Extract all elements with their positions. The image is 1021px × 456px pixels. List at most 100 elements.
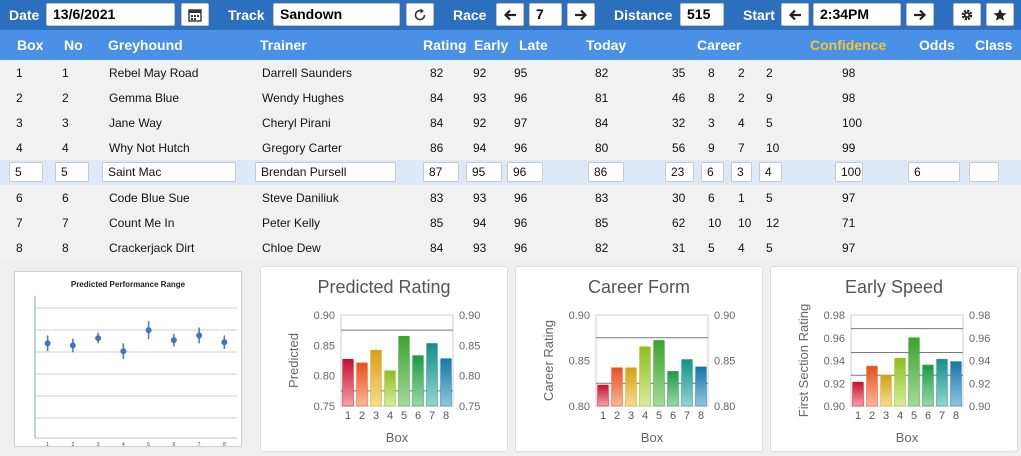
confidence-cell[interactable]: 100 [835,162,863,182]
x-tick-label: 2 [359,410,365,422]
table-row[interactable]: 8 8 Crackerjack Dirt Chloe Dew 84 93 96 82 31 5 4 5… [0,235,1021,260]
box-cell: 1 [16,66,23,80]
early-speed-plot: 0.90 0.90 0.92 0.92 0.94 0.94 0.96 0.96 0.98 0.98… [796,304,990,445]
greyhound-cell: Code Blue Sue [109,191,190,205]
career-wins-cell: 8 [708,91,715,105]
rating-cell: 84 [430,116,444,130]
race-field[interactable]: 7 [529,3,562,26]
col-career[interactable]: Career [697,37,742,53]
x-tick-label: 2 [869,410,875,422]
career-thirds-cell: 5 [766,191,773,205]
no-cell: 3 [62,116,69,130]
trainer-cell: Cheryl Pirani [262,116,331,130]
career-form-plot: 0.80 0.80 0.85 0.85 0.90 0.90 1 2 3 4 5 6 7 8 Box Caree… [541,310,735,445]
start-label: Start [743,7,775,23]
greyhound-cell[interactable]: Saint Mac [102,162,236,182]
y-tick-label: 0.80 [314,371,335,383]
today-cell[interactable]: 86 [588,162,624,182]
col-trainer[interactable]: Trainer [260,37,307,53]
x-tick-label: 7 [198,442,201,448]
late-cell[interactable]: 96 [507,162,543,182]
trainer-cell: Peter Kelly [262,216,321,230]
settings-button[interactable] [953,3,981,26]
date-field[interactable]: 13/6/2021 [46,3,175,26]
data-point [170,337,177,344]
odds-cell[interactable]: 6 [908,162,960,182]
start-time-field[interactable]: 2:34PM [813,3,901,26]
table-row[interactable]: 1 1 Rebel May Road Darrell Saunders 82 92 95 82… [0,60,1021,85]
chart-title: Predicted Rating [317,277,451,297]
runners-table: 1 1 Rebel May Road Darrell Saunders 82 92 95 82… [0,60,1021,260]
race-prev-button[interactable] [496,3,524,26]
table-row[interactable]: 6 6 Code Blue Sue Steve Daniliuk 83 93 96 83 30 6… [0,185,1021,210]
col-class[interactable]: Class [975,37,1013,53]
y-axis-label: Career Rating [541,320,556,401]
start-next-button[interactable] [906,3,934,26]
x-tick-label: 4 [387,410,393,422]
col-rating[interactable]: Rating [423,37,467,53]
col-odds[interactable]: Odds [919,37,955,53]
career-wins-cell[interactable]: 6 [701,162,724,182]
y-tick-label-right: 0.80 [459,371,480,383]
table-header: Box No Greyhound Trainer Rating Early La… [0,30,1021,60]
table-row[interactable]: 3 3 Jane Way Cheryl Pirani 84 92 97 84 32 3 4 5 100 [0,110,1021,135]
career-starts-cell[interactable]: 23 [665,162,694,182]
col-box[interactable]: Box [17,37,44,53]
race-next-button[interactable] [567,3,595,26]
col-confidence[interactable]: Confidence [810,37,887,53]
table-row[interactable]: 4 4 Why Not Hutch Gregory Carter 86 94 96 80 56 9… [0,135,1021,160]
race-label: Race [453,7,487,23]
box-cell: 7 [16,216,23,230]
table-row[interactable]: 7 7 Count Me In Peter Kelly 85 94 96 85 62 10 10 12… [0,210,1021,235]
table-row[interactable]: 2 2 Gemma Blue Wendy Hughes 84 93 96 81 46 8 2 9 98 [0,85,1021,110]
early-cell: 94 [473,216,487,230]
x-tick-label: 7 [939,410,945,422]
bar [681,359,693,407]
confidence-cell: 100 [842,116,863,130]
y-tick-label-right: 0.96 [969,333,990,345]
career-seconds-cell: 7 [738,141,745,155]
refresh-button[interactable] [406,3,434,26]
today-cell: 85 [595,216,609,230]
start-prev-button[interactable] [781,3,809,26]
rating-cell[interactable]: 87 [423,162,459,182]
career-thirds-cell[interactable]: 4 [759,162,782,182]
career-seconds-cell[interactable]: 3 [731,162,752,182]
trainer-cell[interactable]: Brendan Pursell [255,162,396,182]
col-greyhound[interactable]: Greyhound [108,37,183,53]
plot-frame [595,314,709,407]
col-no[interactable]: No [64,37,83,53]
track-field[interactable]: Sandown [273,3,400,26]
career-wins-cell: 3 [708,116,715,130]
favourite-button[interactable] [986,3,1014,26]
trainer-cell: Gregory Carter [262,141,343,155]
data-point [69,342,76,349]
trainer-cell: Steve Daniliuk [262,191,339,205]
class-cell[interactable] [969,162,999,182]
no-cell: 1 [62,66,69,80]
col-today[interactable]: Today [586,37,627,53]
table-row[interactable]: 5 5 Saint Mac Brendan Pursell 87 95 96 86 23 6 3 4 1… [0,160,1021,185]
track-label: Track [228,7,265,23]
rating-cell: 86 [430,141,444,155]
greyhound-cell: Why Not Hutch [109,141,190,155]
distance-field[interactable]: 515 [680,3,724,26]
bar [342,358,354,407]
x-tick-label: 1 [855,410,861,422]
x-tick-label: 3 [373,410,379,422]
x-axis-label: Box [896,430,919,445]
late-cell: 96 [514,91,528,105]
career-wins-cell: 9 [708,141,715,155]
today-cell: 83 [595,191,609,205]
y-tick-label: 0.85 [569,356,590,368]
col-late[interactable]: Late [519,37,548,53]
no-cell[interactable]: 5 [55,162,89,182]
data-point [120,348,127,355]
calendar-button[interactable] [181,3,209,26]
trainer-cell: Chloe Dew [262,241,321,255]
y-axis-label: Predicted [286,333,301,388]
box-cell[interactable]: 5 [9,162,43,182]
x-tick-label: 8 [223,442,226,448]
early-cell[interactable]: 95 [466,162,502,182]
col-early[interactable]: Early [474,37,509,53]
